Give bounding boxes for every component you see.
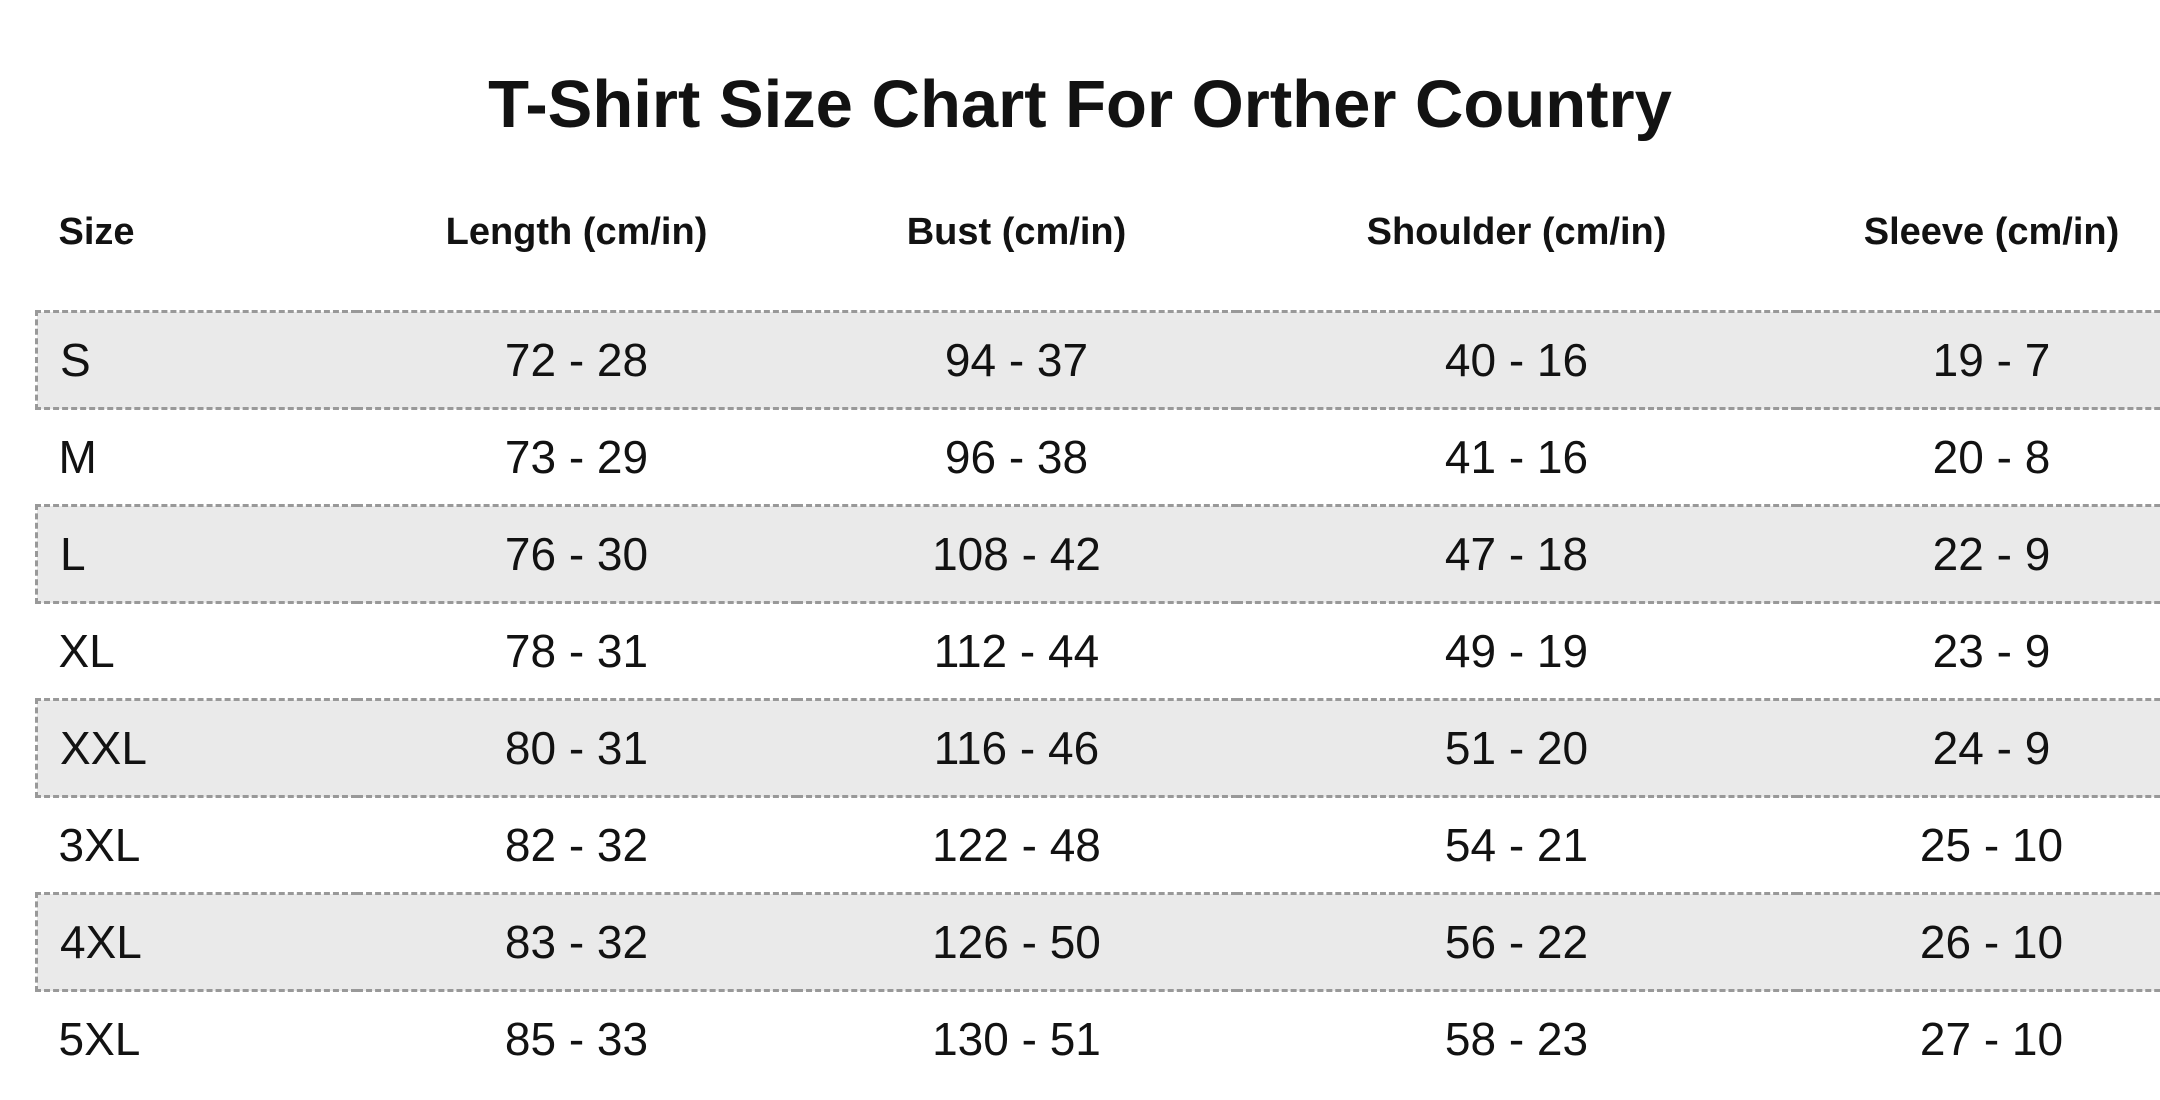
table-row: XXL 80 - 31 116 - 46 51 - 20 24 - 9 [35, 698, 2160, 798]
header-gap [37, 280, 2160, 312]
cell-length: 76 - 30 [356, 504, 797, 604]
table-row: M 73 - 29 96 - 38 41 - 16 20 - 8 [37, 409, 2160, 506]
cell-length: 83 - 32 [356, 892, 797, 992]
table-row: 3XL 82 - 32 122 - 48 54 - 21 25 - 10 [37, 797, 2160, 894]
table-row: XL 78 - 31 112 - 44 49 - 19 23 - 9 [37, 603, 2160, 700]
cell-bust: 108 - 42 [796, 504, 1237, 604]
cell-size: 4XL [35, 892, 357, 992]
size-chart-table: Size Length (cm/in) Bust (cm/in) Shoulde… [35, 185, 2160, 1086]
cell-shoulder: 54 - 21 [1444, 819, 1589, 871]
cell-size: L [35, 504, 357, 604]
table-row: S 72 - 28 94 - 37 40 - 16 19 - 7 [35, 310, 2160, 410]
cell-bust: 122 - 48 [932, 819, 1101, 871]
cell-shoulder: 49 - 19 [1444, 625, 1589, 677]
column-header-bust: Bust (cm/in) [906, 211, 1127, 253]
cell-size: M [58, 431, 97, 483]
cell-size: 5XL [58, 1013, 141, 1065]
table-header: Size Length (cm/in) Bust (cm/in) Shoulde… [37, 185, 2160, 312]
column-header-length: Length (cm/in) [445, 211, 708, 253]
cell-sleeve: 22 - 9 [1796, 504, 2160, 604]
table-row: L 76 - 30 108 - 42 47 - 18 22 - 9 [35, 504, 2160, 604]
cell-shoulder: 40 - 16 [1236, 310, 1797, 410]
cell-sleeve: 24 - 9 [1796, 698, 2160, 798]
cell-bust: 94 - 37 [796, 310, 1237, 410]
cell-length: 80 - 31 [356, 698, 797, 798]
cell-shoulder: 41 - 16 [1444, 431, 1589, 483]
cell-sleeve: 19 - 7 [1796, 310, 2160, 410]
cell-bust: 126 - 50 [796, 892, 1237, 992]
cell-length: 72 - 28 [356, 310, 797, 410]
cell-bust: 96 - 38 [944, 431, 1089, 483]
cell-shoulder: 47 - 18 [1236, 504, 1797, 604]
cell-size: XL [58, 625, 115, 677]
cell-shoulder: 51 - 20 [1236, 698, 1797, 798]
table-row: 4XL 83 - 32 126 - 50 56 - 22 26 - 10 [35, 892, 2160, 992]
cell-sleeve: 23 - 9 [1932, 625, 2051, 677]
table-row: 5XL 85 - 33 130 - 51 58 - 23 27 - 10 [37, 991, 2160, 1087]
cell-sleeve: 26 - 10 [1796, 892, 2160, 992]
cell-size: 3XL [58, 819, 141, 871]
cell-sleeve: 27 - 10 [1919, 1013, 2064, 1065]
cell-length: 78 - 31 [504, 625, 649, 677]
header-row: Size Length (cm/in) Bust (cm/in) Shoulde… [37, 185, 2160, 280]
cell-bust: 130 - 51 [932, 1013, 1101, 1065]
cell-length: 82 - 32 [504, 819, 649, 871]
cell-size: XXL [35, 698, 357, 798]
cell-sleeve: 20 - 8 [1932, 431, 2051, 483]
cell-shoulder: 58 - 23 [1444, 1013, 1589, 1065]
size-table-body: S 72 - 28 94 - 37 40 - 16 19 - 7 M 73 - … [35, 310, 2160, 1087]
page-title: T-Shirt Size Chart For Orther Country [488, 67, 1672, 142]
column-header-size: Size [58, 211, 135, 253]
cell-length: 85 - 33 [504, 1013, 649, 1065]
cell-shoulder: 56 - 22 [1236, 892, 1797, 992]
cell-bust: 116 - 46 [796, 698, 1237, 798]
cell-sleeve: 25 - 10 [1919, 819, 2064, 871]
column-header-sleeve: Sleeve (cm/in) [1863, 211, 2120, 253]
column-header-shoulder: Shoulder (cm/in) [1366, 211, 1667, 253]
cell-size: S [35, 310, 357, 410]
cell-length: 73 - 29 [504, 431, 649, 483]
cell-bust: 112 - 44 [933, 625, 1100, 677]
